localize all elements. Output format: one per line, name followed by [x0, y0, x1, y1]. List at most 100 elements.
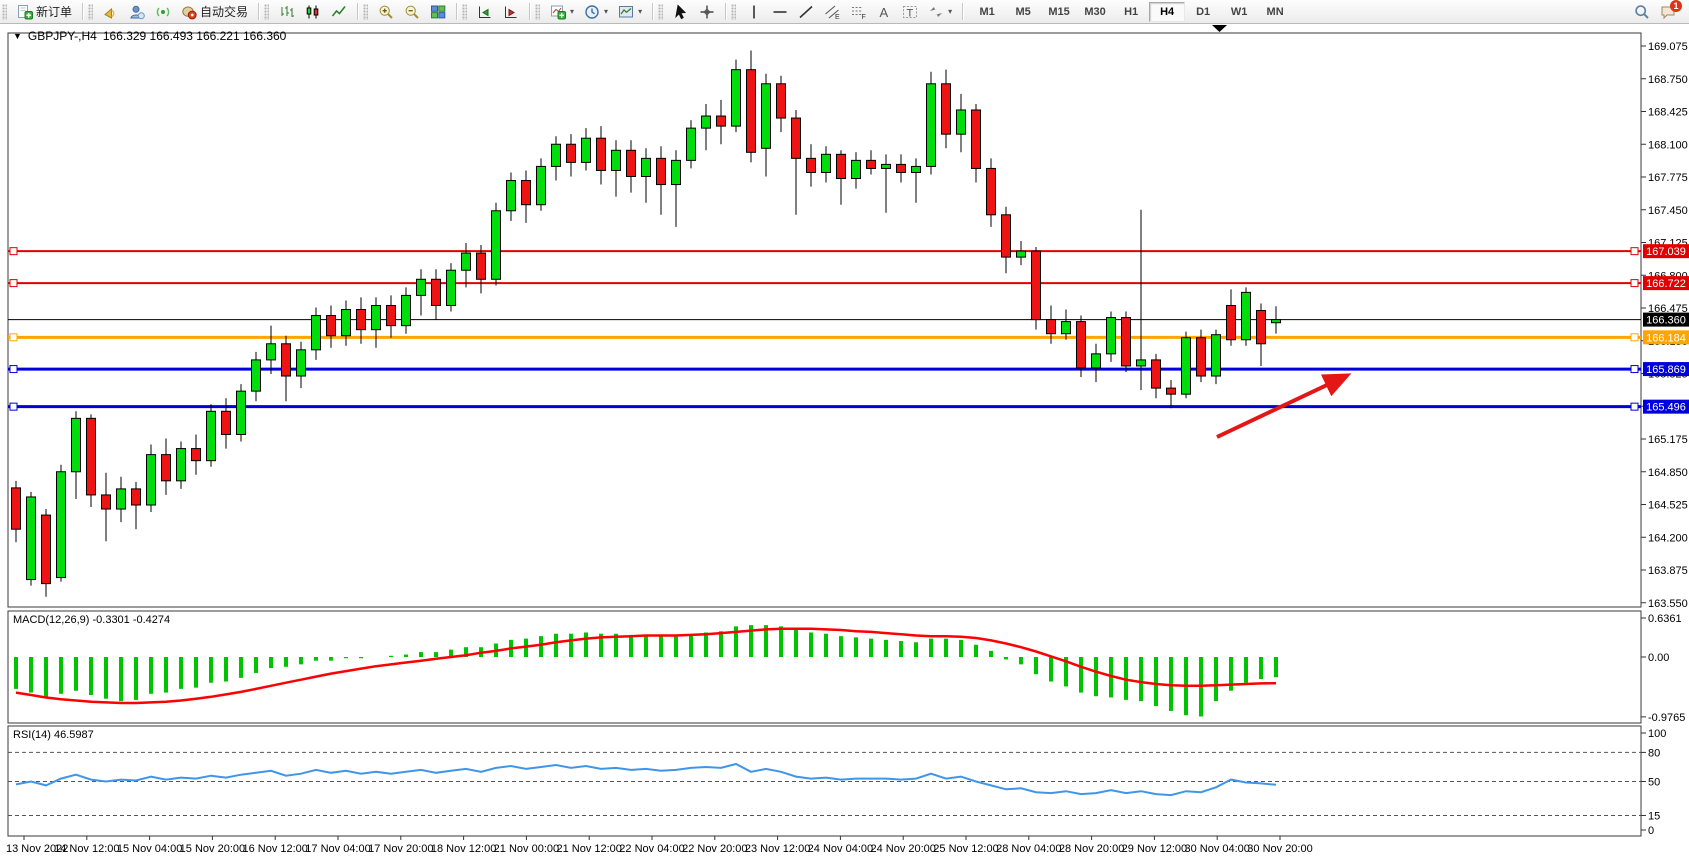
timeframe-m1[interactable]: M1 [979, 5, 995, 18]
vertical-line-button[interactable] [741, 1, 767, 23]
timeframe-m15[interactable]: M15 [1048, 5, 1070, 18]
candle-bear [971, 109, 981, 169]
macd-pane[interactable] [7, 610, 1642, 724]
line-marker[interactable] [9, 333, 18, 342]
horizontal-line-button[interactable] [767, 1, 793, 23]
line-marker[interactable] [1630, 279, 1639, 288]
zoom-in-button[interactable] [373, 1, 399, 23]
svg-text:169.075: 169.075 [1648, 41, 1688, 53]
timeframe-h1[interactable]: H1 [1124, 5, 1139, 18]
svg-text:15: 15 [1648, 810, 1660, 822]
timeframe-d1[interactable]: D1 [1196, 5, 1211, 18]
main-toolbar: 新订单 自动交易 ▾ ▾ ▾ E F A T ▾ M1 M5 M15 M30 H1 H4 D1 W1 MN 1 [0, 0, 1689, 24]
equidistant-channel-button[interactable]: E [819, 1, 845, 23]
text-button[interactable]: A [871, 1, 897, 23]
timeframe-mn[interactable]: MN [1266, 5, 1284, 18]
cursor-button[interactable] [668, 1, 694, 23]
templates-button[interactable]: ▾ [613, 1, 647, 23]
svg-text:15 Nov 20:00: 15 Nov 20:00 [180, 843, 245, 855]
cursor-icon [675, 3, 687, 19]
horn-button[interactable] [98, 1, 124, 23]
signals-button[interactable] [150, 1, 176, 23]
chevron-down-icon[interactable]: ▾ [570, 7, 575, 16]
timeframe-w1[interactable]: W1 [1230, 5, 1248, 18]
text-label-button[interactable]: T [897, 1, 923, 23]
svg-text:163.550: 163.550 [1648, 598, 1688, 610]
autotrade-button[interactable]: 自动交易 [176, 0, 253, 23]
indicators-button[interactable]: ▾ [545, 1, 579, 23]
arrows-button[interactable]: ▾ [923, 1, 957, 23]
candle-bull [1271, 319, 1281, 324]
scroll-end-icon[interactable] [1212, 25, 1227, 32]
trend-arrow-annotation[interactable] [1216, 373, 1352, 439]
chat-button[interactable]: 1 [1655, 0, 1682, 23]
chevron-down-icon[interactable]: ▼ [13, 31, 22, 41]
svg-text:163.875: 163.875 [1648, 565, 1688, 577]
toolbar-group-6 [665, 0, 723, 23]
rsi-line [15, 762, 1277, 797]
timeframe-h4[interactable]: H4 [1149, 1, 1186, 22]
auto-scroll-button[interactable] [472, 1, 498, 23]
svg-text:100: 100 [1648, 728, 1666, 740]
candle-bear [356, 309, 366, 331]
chevron-down-icon[interactable]: ▾ [638, 7, 643, 16]
candle-bull [116, 488, 126, 510]
line-marker[interactable] [9, 402, 18, 411]
candle-chart-button[interactable] [300, 1, 326, 23]
toolbar-group-4 [469, 0, 527, 23]
svg-text:165.869: 165.869 [1646, 364, 1686, 376]
rsi-value: 46.5987 [53, 729, 94, 741]
price-tag: 167.039 [1643, 244, 1689, 259]
candle-bear [281, 343, 291, 377]
zoom-out-button[interactable] [399, 1, 425, 23]
notification-badge: 1 [1670, 0, 1682, 12]
new-order-button[interactable]: 新订单 [12, 0, 77, 23]
chart-area[interactable]: 169.075 168.750 168.425 168.100 167.775 167.4… [0, 24, 1689, 858]
bar-chart-button[interactable] [274, 1, 300, 23]
svg-text:13 Nov 2022: 13 Nov 2022 [6, 843, 68, 855]
svg-text:165.175: 165.175 [1648, 434, 1688, 446]
line-marker[interactable] [9, 247, 18, 256]
chevron-down-icon[interactable]: ▾ [604, 7, 609, 16]
tile-windows-button[interactable] [425, 1, 451, 23]
chart-canvas[interactable]: 169.075 168.750 168.425 168.100 167.775 167.4… [0, 24, 1689, 858]
text-label-icon: T [903, 5, 918, 19]
line-marker[interactable] [1630, 247, 1639, 256]
candle-bear [1046, 319, 1056, 335]
candle-bear [791, 117, 801, 159]
candle-bear [596, 137, 606, 171]
line-marker[interactable] [9, 279, 18, 288]
crosshair-button[interactable] [694, 1, 720, 23]
line-chart-icon [331, 5, 346, 16]
zoom-in-icon [379, 5, 393, 19]
fibonacci-button[interactable]: F [845, 1, 871, 23]
candle-bear [1031, 250, 1041, 321]
chevron-down-icon[interactable]: ▾ [948, 7, 953, 16]
vertical-line-icon [753, 5, 755, 18]
line-chart-button[interactable] [326, 1, 352, 23]
tile-windows-icon [431, 5, 446, 18]
line-marker[interactable] [1630, 402, 1639, 411]
timeframe-m5[interactable]: M5 [1015, 5, 1031, 18]
candle-bull [71, 417, 81, 473]
candle-bear [86, 417, 96, 496]
line-marker[interactable] [1630, 365, 1639, 374]
macd-values: -0.3301 -0.4274 [92, 614, 171, 626]
line-marker[interactable] [9, 365, 18, 374]
candle-bear [941, 83, 951, 135]
svg-text:22 Nov 04:00: 22 Nov 04:00 [619, 843, 684, 855]
trendline-icon [799, 5, 813, 18]
candle-bull [686, 127, 696, 161]
periods-button[interactable]: ▾ [579, 1, 613, 23]
timeframe-m30[interactable]: M30 [1084, 5, 1106, 18]
candle-bull [1136, 359, 1146, 367]
toolbar-separator [962, 3, 965, 20]
svg-text:50: 50 [1648, 777, 1660, 789]
line-marker[interactable] [1630, 333, 1639, 342]
search-button[interactable] [1629, 1, 1655, 23]
candle-bear [986, 167, 996, 216]
chart-shift-button[interactable] [498, 1, 524, 23]
trendline-button[interactable] [793, 1, 819, 23]
profile-button[interactable] [124, 1, 150, 23]
